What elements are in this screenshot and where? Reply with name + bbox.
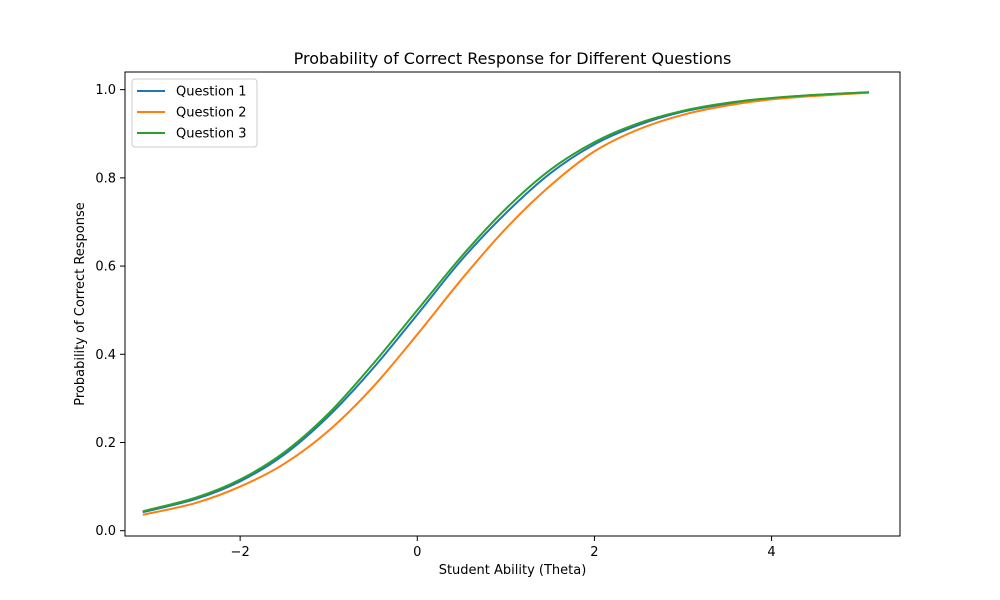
y-axis-label: Probability of Correct Response bbox=[73, 202, 88, 406]
legend-label: Question 1 bbox=[176, 85, 247, 100]
y-tick-label: 0.6 bbox=[95, 260, 116, 275]
legend: Question 1 Question 2 Question 3 bbox=[131, 78, 258, 148]
x-tick-label: 0 bbox=[413, 545, 421, 560]
legend-box bbox=[131, 78, 258, 148]
y-tick-label: 0.8 bbox=[95, 171, 116, 186]
plot-area bbox=[142, 91, 870, 516]
x-tick-label: −2 bbox=[231, 545, 250, 560]
y-tick-label: 0.0 bbox=[95, 524, 116, 539]
legend-label: Question 2 bbox=[176, 106, 247, 121]
plot-frame bbox=[124, 71, 901, 537]
series-line-question-2 bbox=[142, 91, 870, 516]
series-line-question-3 bbox=[142, 91, 870, 513]
y-axis: 0.0 0.2 0.4 0.6 0.8 1.0 bbox=[95, 83, 125, 539]
y-tick-label: 0.2 bbox=[95, 436, 116, 451]
y-tick-label: 1.0 bbox=[95, 83, 116, 98]
x-tick-label: 4 bbox=[767, 545, 775, 560]
y-tick-label: 0.4 bbox=[95, 348, 116, 363]
x-tick-label: 2 bbox=[590, 545, 598, 560]
x-axis-label: Student Ability (Theta) bbox=[439, 563, 587, 578]
chart-title: Probability of Correct Response for Diff… bbox=[294, 49, 732, 68]
legend-label: Question 3 bbox=[176, 127, 247, 142]
x-axis: −2 0 2 4 bbox=[231, 536, 776, 560]
